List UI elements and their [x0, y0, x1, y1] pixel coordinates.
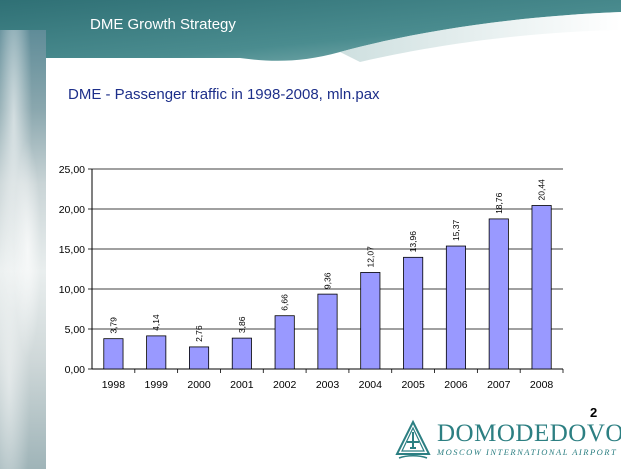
bar [317, 293, 338, 370]
x-tick-label: 2007 [487, 379, 511, 391]
data-label: 2,76 [194, 325, 204, 342]
data-label: 20,44 [537, 179, 547, 201]
x-tick-label: 1998 [102, 379, 126, 391]
x-tick-label: 2006 [444, 379, 468, 391]
bar [274, 315, 295, 370]
bar [360, 272, 381, 370]
bar [531, 205, 552, 370]
y-tick-label: 0,00 [65, 364, 86, 376]
data-label: 13,96 [408, 231, 418, 253]
x-tick-label: 2005 [401, 379, 425, 391]
bar [445, 245, 466, 370]
y-tick-label: 15,00 [59, 244, 85, 256]
data-label: 18,76 [494, 192, 504, 214]
y-tick-label: 20,00 [59, 204, 85, 216]
bar [488, 218, 509, 370]
x-tick-label: 2002 [273, 379, 297, 391]
data-label: 4,14 [151, 314, 161, 331]
logo-wordmark: DOMODEDOVO [437, 420, 621, 447]
x-tick-label: 2000 [187, 379, 211, 391]
y-tick-label: 5,00 [65, 324, 86, 336]
bar [231, 337, 252, 370]
x-tick-label: 2003 [316, 379, 340, 391]
x-tick-label: 2004 [359, 379, 383, 391]
x-tick-label: 1999 [145, 379, 169, 391]
data-label: 12,07 [365, 246, 375, 268]
bar [103, 338, 124, 370]
bar [189, 346, 210, 370]
y-tick-label: 25,00 [59, 164, 85, 176]
x-tick-label: 2001 [230, 379, 254, 391]
header-band [0, 0, 621, 62]
data-label: 3,79 [108, 317, 118, 334]
y-tick-label: 10,00 [59, 284, 85, 296]
bar [146, 335, 167, 370]
data-label: 9,36 [323, 272, 333, 289]
data-label: 15,37 [451, 219, 461, 241]
airport-logo-icon [395, 419, 431, 459]
data-label: 6,66 [280, 294, 290, 311]
header-title: DME Growth Strategy [90, 16, 236, 33]
x-tick-label: 2008 [530, 379, 554, 391]
chart-title: DME - Passenger traffic in 1998-2008, ml… [68, 86, 380, 103]
data-label: 3,86 [237, 316, 247, 333]
decorative-sky-strip [0, 30, 46, 469]
logo-subtitle: MOSCOW INTERNATIONAL AIRPORT [437, 447, 618, 457]
page-number: 2 [590, 405, 598, 420]
bar [403, 256, 424, 370]
